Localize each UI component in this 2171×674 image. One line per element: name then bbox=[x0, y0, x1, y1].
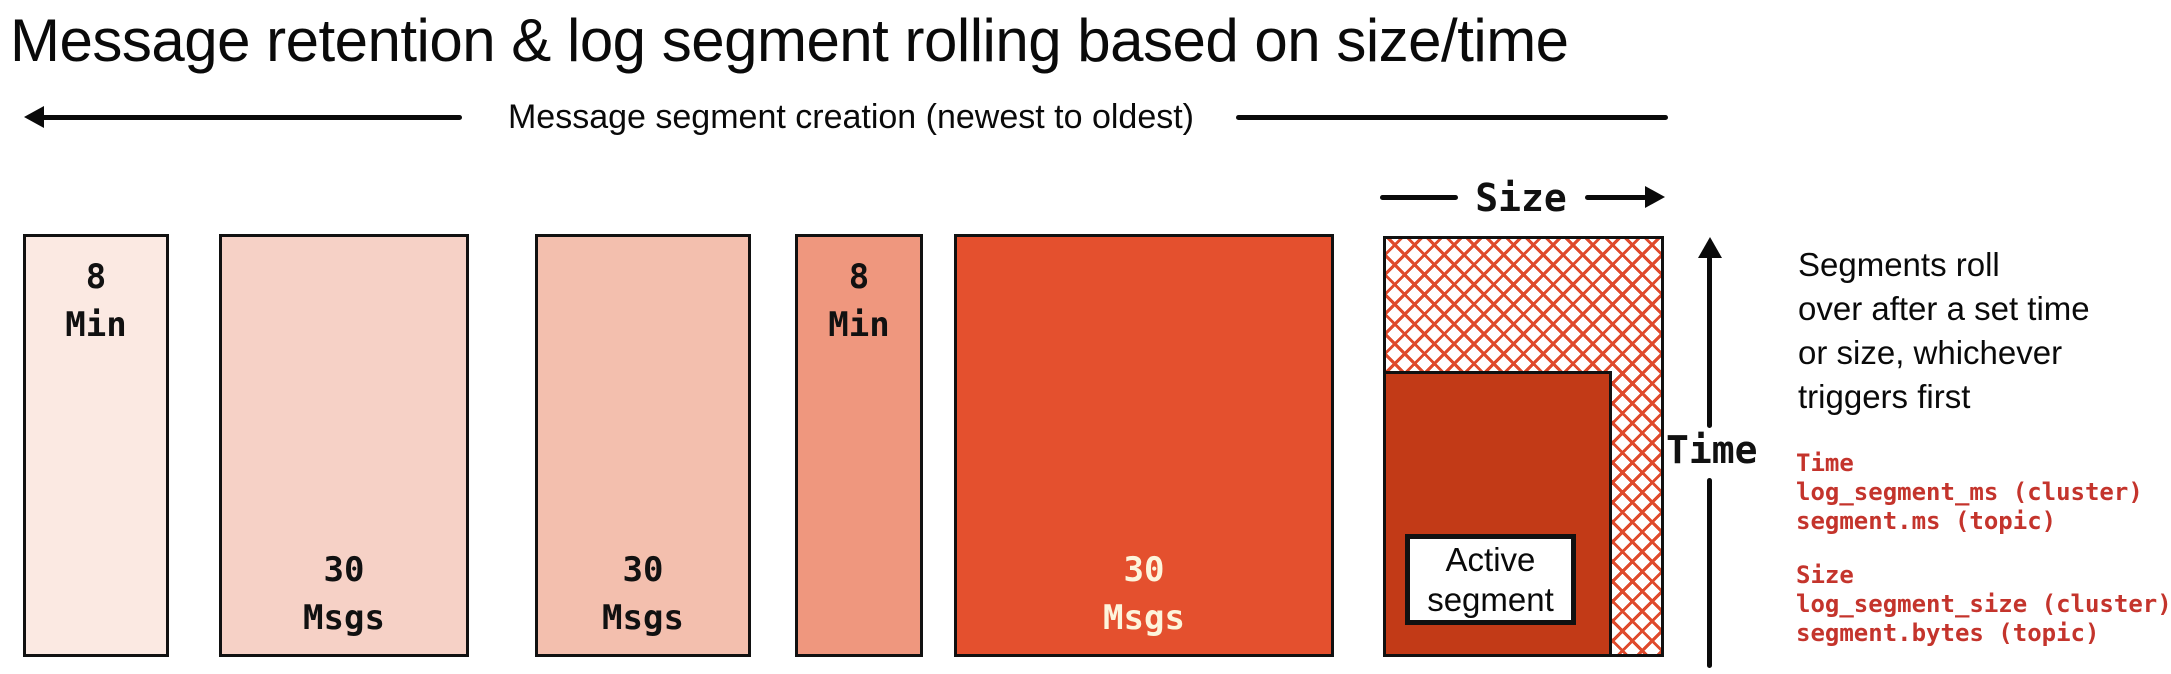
time-config-heading: Time bbox=[1796, 449, 1854, 477]
size-config-topic-setting: segment.bytes (topic) bbox=[1796, 619, 2100, 647]
segment-box-2: 30 Msgs bbox=[219, 234, 469, 657]
active-segment-label-box: Active segment bbox=[1405, 534, 1576, 625]
segment-label: 30 Msgs bbox=[303, 550, 385, 638]
segment-label: 8 Min bbox=[828, 257, 890, 345]
time-config-topic-setting: segment.ms (topic) bbox=[1796, 507, 2057, 535]
page-title: Message retention & log segment rolling … bbox=[10, 7, 1569, 74]
size-config-cluster-setting: log_segment_size (cluster) bbox=[1796, 590, 2171, 618]
segment-box-4: 8 Min bbox=[795, 234, 923, 657]
time-axis-line-lower bbox=[1707, 478, 1712, 668]
time-config-cluster-setting: log_segment_ms (cluster) bbox=[1796, 478, 2143, 506]
size-axis-line-right bbox=[1585, 195, 1647, 200]
segment-label: 8 Min bbox=[65, 257, 127, 345]
segment-box-5: 30 Msgs bbox=[954, 234, 1334, 657]
segment-label: 30 Msgs bbox=[602, 550, 684, 638]
creation-arrow-label: Message segment creation (newest to olde… bbox=[507, 98, 1194, 136]
time-axis-up-head-icon bbox=[1698, 237, 1722, 258]
segment-box-3: 30 Msgs bbox=[535, 234, 751, 657]
size-axis-label: Size bbox=[1475, 176, 1567, 220]
creation-arrow-left-head-icon bbox=[24, 106, 44, 128]
time-axis-line-upper bbox=[1707, 256, 1712, 428]
creation-arrow-line-right bbox=[1236, 115, 1668, 120]
segment-label: 30 Msgs bbox=[1103, 550, 1185, 638]
rollover-note: Segments roll over after a set time or s… bbox=[1798, 246, 2090, 415]
creation-arrow-line-left bbox=[40, 115, 462, 120]
size-axis-right-head-icon bbox=[1645, 186, 1665, 208]
segment-box-1: 8 Min bbox=[23, 234, 169, 657]
size-axis-line-left bbox=[1380, 195, 1458, 200]
active-segment-label: Active segment bbox=[1427, 540, 1554, 618]
time-axis-label: Time bbox=[1666, 428, 1758, 472]
time-config-block: Time log_segment_ms (cluster) segment.ms… bbox=[1796, 449, 2171, 536]
size-config-heading: Size bbox=[1796, 561, 1854, 589]
size-config-block: Size log_segment_size (cluster) segment.… bbox=[1796, 561, 2171, 648]
